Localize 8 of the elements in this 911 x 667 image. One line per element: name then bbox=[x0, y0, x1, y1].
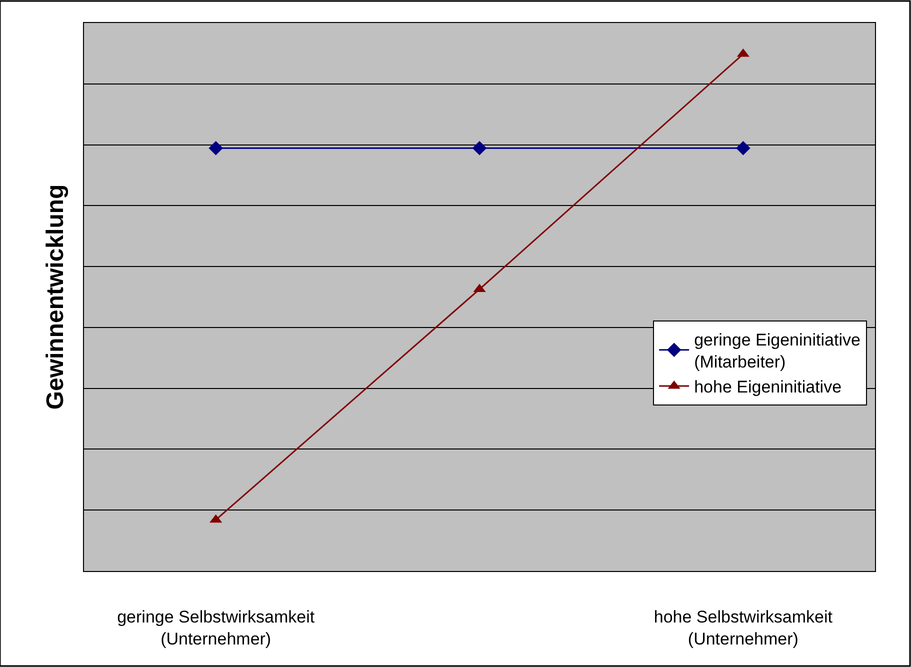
point bbox=[208, 140, 223, 156]
point bbox=[736, 140, 750, 156]
point bbox=[472, 140, 487, 156]
legend-label: hohe Eigeninitiative bbox=[694, 378, 842, 397]
y-axis-title: Gewinnentwicklung bbox=[42, 184, 70, 410]
legend-label: geringe Eigeninitiative (Mitarbeiter) bbox=[694, 330, 860, 372]
x-tick-label: geringe Selbstwirksamkeit (Unternehmer) bbox=[117, 607, 315, 648]
x-tick-label: hohe Selbstwirksamkeit (Unternehmer) bbox=[654, 607, 833, 648]
